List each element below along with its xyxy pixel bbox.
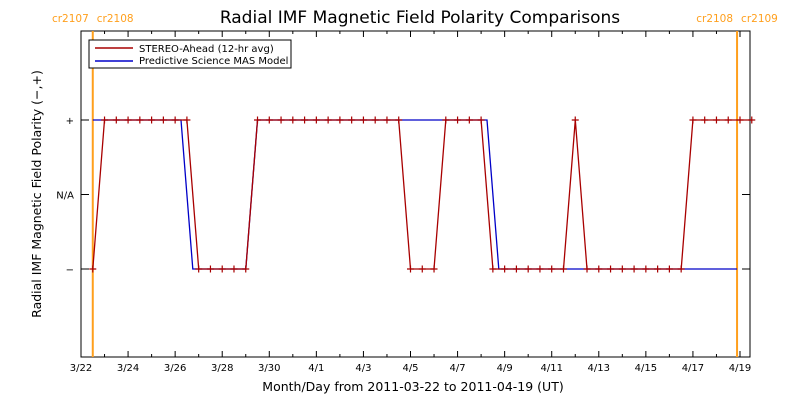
stereo-ahead-point — [324, 116, 332, 124]
stereo-ahead-point — [348, 116, 356, 124]
legend: STEREO-Ahead (12-hr avg) Predictive Scie… — [88, 39, 292, 69]
stereo-ahead-point — [195, 265, 203, 273]
stereo-ahead-point — [512, 265, 520, 273]
stereo-ahead-point — [301, 116, 309, 124]
x-tick-label: 4/17 — [682, 363, 704, 374]
legend-label-mas: Predictive Science MAS Model — [139, 56, 288, 67]
x-tick-label: 4/15 — [635, 363, 657, 374]
stereo-ahead-point — [289, 116, 297, 124]
stereo-ahead-point — [583, 265, 591, 273]
x-tick-label: 3/24 — [117, 363, 139, 374]
stereo-ahead-point — [171, 116, 179, 124]
stereo-ahead-point — [124, 116, 132, 124]
legend-label-stereo: STEREO-Ahead (12-hr avg) — [139, 44, 274, 55]
stereo-ahead-point — [607, 265, 615, 273]
x-tick-label: 4/7 — [450, 363, 466, 374]
chart-title: Radial IMF Magnetic Field Polarity Compa… — [220, 8, 620, 28]
stereo-ahead-point — [183, 116, 191, 124]
stereo-ahead-point — [689, 116, 697, 124]
x-tick-label: 4/13 — [588, 363, 610, 374]
stereo-ahead-point — [442, 116, 450, 124]
stereo-ahead-point — [371, 116, 379, 124]
x-tick-label: 4/9 — [497, 363, 513, 374]
plot-frame — [80, 30, 751, 358]
stereo-ahead-point — [230, 265, 238, 273]
stereo-ahead-point — [724, 116, 732, 124]
stereo-ahead-point — [430, 265, 438, 273]
stereo-ahead-point — [477, 116, 485, 124]
carrington-markers: cr2107 cr2108 cr2108 cr2109 — [52, 13, 778, 357]
stereo-ahead-point — [218, 265, 226, 273]
carrington-label-left: cr2108 — [696, 13, 733, 25]
carrington-label-left: cr2107 — [52, 13, 89, 25]
stereo-ahead-point — [559, 265, 567, 273]
x-tick-label: 3/30 — [258, 363, 280, 374]
stereo-ahead-point — [89, 265, 97, 273]
stereo-ahead-point — [336, 116, 344, 124]
y-tick-label: + — [66, 116, 74, 127]
stereo-ahead-point — [242, 265, 250, 273]
stereo-ahead-point — [407, 265, 414, 273]
stereo-ahead-point — [418, 265, 426, 273]
carrington-label-right: cr2109 — [741, 13, 778, 25]
stereo-ahead-point — [701, 116, 709, 124]
stereo-ahead-point — [501, 265, 509, 273]
stereo-ahead-point — [454, 116, 462, 124]
stereo-ahead-point — [359, 116, 367, 124]
stereo-ahead-point — [206, 265, 214, 273]
stereo-ahead-point — [548, 265, 556, 273]
stereo-ahead-point — [277, 116, 285, 124]
stereo-ahead-point — [112, 116, 120, 124]
x-axis-ticks: 3/22 3/24 3/26 3/28 3/30 4/1 4/3 4/5 4/7 4/9 4/11 4… — [70, 31, 751, 374]
stereo-ahead-point — [618, 265, 626, 273]
x-tick-label: 3/22 — [70, 363, 92, 374]
stereo-ahead-point — [524, 265, 532, 273]
y-axis-ticks: − N/A + — [56, 116, 750, 276]
mas-model-line — [92, 119, 738, 270]
stereo-ahead-point — [736, 116, 744, 124]
stereo-ahead-point — [712, 116, 720, 124]
x-tick-label: 4/11 — [540, 363, 562, 374]
stereo-ahead-point — [642, 265, 650, 273]
y-tick-label: N/A — [56, 191, 74, 202]
stereo-ahead-point — [595, 265, 603, 273]
y-tick-label: − — [66, 265, 74, 276]
x-tick-label: 4/1 — [308, 363, 324, 374]
stereo-ahead-point — [395, 116, 403, 124]
stereo-ahead-point — [677, 265, 685, 273]
stereo-ahead-point — [489, 265, 497, 273]
stereo-ahead-point — [312, 116, 320, 124]
stereo-ahead-point — [536, 265, 544, 273]
stereo-ahead-point — [265, 116, 273, 124]
legend-box — [88, 39, 292, 69]
stereo-ahead-point — [654, 265, 662, 273]
stereo-ahead-point — [254, 116, 262, 124]
x-tick-label: 4/5 — [402, 363, 418, 374]
x-tick-label: 4/3 — [355, 363, 371, 374]
stereo-ahead-point — [748, 116, 756, 124]
x-tick-label: 3/28 — [211, 363, 233, 374]
x-axis-label: Month/Day from 2011-03-22 to 2011-04-19 … — [262, 379, 563, 394]
y-axis-label: Radial IMF Magnetic Field Polarity (−,+) — [29, 70, 44, 318]
stereo-ahead-point — [665, 265, 673, 273]
stereo-ahead-point — [630, 265, 638, 273]
series-layer — [89, 116, 756, 273]
stereo-ahead-point — [383, 116, 391, 124]
stereo-ahead-point — [571, 116, 579, 124]
x-tick-label: 4/19 — [729, 363, 751, 374]
stereo-ahead-point — [101, 116, 109, 124]
stereo-ahead-point — [465, 116, 473, 124]
stereo-ahead-point — [159, 116, 167, 124]
carrington-label-right: cr2108 — [97, 13, 134, 25]
x-tick-label: 3/26 — [164, 363, 186, 374]
stereo-ahead-point — [136, 116, 144, 124]
stereo-ahead-point — [148, 116, 156, 124]
